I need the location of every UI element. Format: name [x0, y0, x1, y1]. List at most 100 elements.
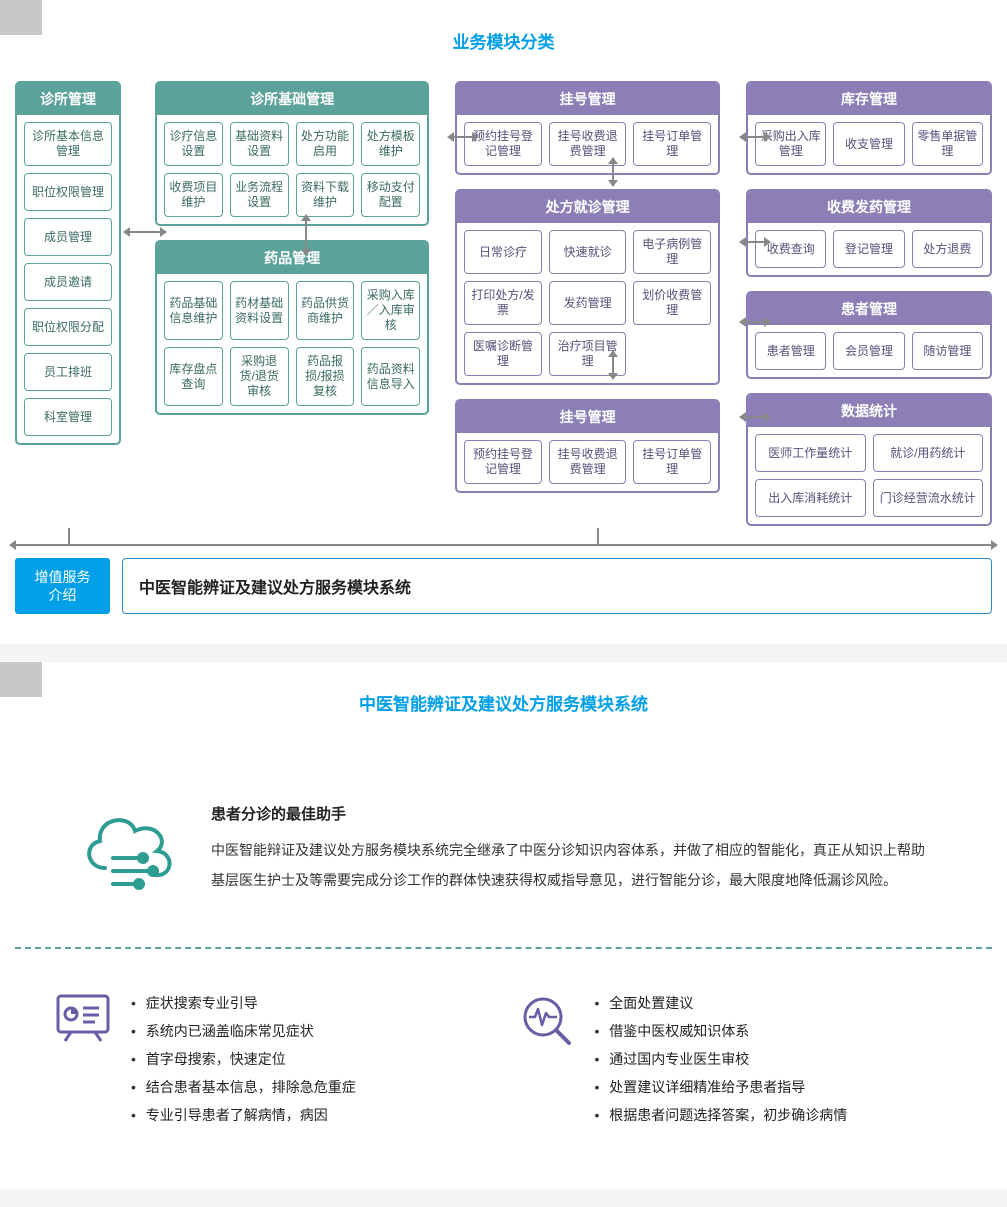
presentation-icon [55, 993, 111, 1043]
cell: 采购出入库管理 [755, 122, 826, 166]
cell: 发药管理 [549, 281, 627, 325]
cell: 库存盘点查询 [164, 347, 223, 406]
panel-reg2: 挂号管理 预约挂号登记管理 挂号收费退费管理 挂号订单管理 [455, 399, 720, 493]
cell: 电子病例管理 [633, 230, 711, 274]
cell: 移动支付配置 [361, 173, 420, 217]
list-item: 处置建议详细精准给予患者指导 [595, 1073, 848, 1101]
cell: 快速就诊 [549, 230, 627, 274]
list-item: 专业引导患者了解病情，病因 [131, 1101, 356, 1129]
list-item: 根据患者问题选择答案，初步确诊病情 [595, 1101, 848, 1129]
dashed-divider [15, 947, 992, 949]
list-item: 通过国内专业医生审校 [595, 1045, 848, 1073]
panel-patient: 患者管理 患者管理 会员管理 随访管理 [746, 291, 992, 379]
vas-tag: 增值服务介绍 [15, 558, 110, 614]
cell: 预约挂号登记管理 [464, 122, 542, 166]
connector-v1 [305, 220, 307, 250]
list-item: 借鉴中医权威知识体系 [595, 1017, 848, 1045]
cell: 患者管理 [755, 332, 826, 370]
vas-row: 增值服务介绍 中医智能辨证及建议处方服务模块系统 [15, 558, 992, 614]
connector-v3 [612, 356, 614, 374]
cell: 药品资料信息导入 [361, 347, 420, 406]
cell: 就诊/用药统计 [873, 434, 983, 472]
cell: 登记管理 [833, 230, 904, 268]
intro-heading: 患者分诊的最佳助手 [211, 803, 932, 824]
intro-block: 患者分诊的最佳助手 中医智能辩证及建议处方服务模块系统完全继承了中医分诊知识内容… [15, 743, 992, 935]
cell: 职位权限管理 [24, 173, 112, 211]
list-item: 症状搜索专业引导 [131, 989, 356, 1017]
panel-reg1: 挂号管理 预约挂号登记管理 挂号收费退费管理 挂号订单管理 [455, 81, 720, 175]
cloud-network-icon [75, 803, 185, 893]
panel-clinic: 诊所管理 诊所基本信息管理 职位权限管理 成员管理 成员邀请 职位权限分配 员工… [15, 81, 121, 445]
cell: 成员管理 [24, 218, 112, 256]
list-item: 全面处置建议 [595, 989, 848, 1017]
cell: 收费项目维护 [164, 173, 223, 217]
cell: 会员管理 [833, 332, 904, 370]
cell: 处方功能启用 [296, 122, 355, 166]
panel-patient-title: 患者管理 [748, 293, 990, 325]
connector-h6 [745, 416, 765, 418]
cell: 收费查询 [755, 230, 826, 268]
connector-v2 [612, 163, 614, 181]
panel-basic: 诊所基础管理 诊疗信息设置 基础资料设置 处方功能启用 处方模板维护 收费项目维… [155, 81, 429, 226]
spur [68, 528, 70, 544]
cell: 采购退货/退货审核 [230, 347, 289, 406]
panel-fee: 收费发药管理 收费查询 登记管理 处方退费 [746, 189, 992, 277]
cell: 医嘱诊断管理 [464, 332, 542, 376]
connector-h5 [745, 321, 765, 323]
section2-title: 中医智能辨证及建议处方服务模块系统 [15, 690, 992, 715]
connector-h2 [453, 136, 473, 138]
cell: 资料下载维护 [296, 173, 355, 217]
intro-text: 患者分诊的最佳助手 中医智能辩证及建议处方服务模块系统完全继承了中医分诊知识内容… [211, 803, 932, 895]
features-row: 症状搜索专业引导 系统内已涵盖临床常见症状 首字母搜索，快速定位 结合患者基本信… [15, 989, 992, 1159]
connector-h1 [129, 231, 161, 233]
cell: 挂号订单管理 [633, 440, 711, 484]
cell: 打印处方/发票 [464, 281, 542, 325]
cell: 职位权限分配 [24, 308, 112, 346]
cell: 挂号订单管理 [633, 122, 711, 166]
intro-body: 中医智能辩证及建议处方服务模块系统完全继承了中医分诊知识内容体系，并做了相应的智… [211, 836, 932, 895]
feature-right: 全面处置建议 借鉴中医权威知识体系 通过国内专业医生审校 处置建议详细精准给予患… [519, 989, 953, 1129]
cell: 药品报损/报损复核 [296, 347, 355, 406]
panel-drug: 药品管理 药品基础信息维护 药材基础资料设置 药品供货商维护 采购入库／入库审核… [155, 240, 429, 415]
connector-h3 [745, 136, 765, 138]
cell: 药品基础信息维护 [164, 281, 223, 340]
panel-rx-title: 处方就诊管理 [457, 191, 718, 223]
cell: 处方模板维护 [361, 122, 420, 166]
panel-reg1-title: 挂号管理 [457, 83, 718, 115]
feature-left-list: 症状搜索专业引导 系统内已涵盖临床常见症状 首字母搜索，快速定位 结合患者基本信… [131, 989, 356, 1129]
cell: 划价收费管理 [633, 281, 711, 325]
panel-clinic-body: 诊所基本信息管理 职位权限管理 成员管理 成员邀请 职位权限分配 员工排班 科室… [17, 115, 119, 443]
list-item: 结合患者基本信息，排除急危重症 [131, 1073, 356, 1101]
cell: 成员邀请 [24, 263, 112, 301]
cell: 基础资料设置 [230, 122, 289, 166]
cell: 收支管理 [833, 122, 904, 166]
panel-basic-title: 诊所基础管理 [157, 83, 427, 115]
section1-title: 业务模块分类 [15, 28, 992, 53]
connector-long [15, 544, 992, 546]
cell: 门诊经营流水统计 [873, 479, 983, 517]
panel-stock: 库存管理 采购出入库管理 收支管理 零售单据管理 [746, 81, 992, 175]
cell: 科室管理 [24, 398, 112, 436]
cell: 员工排班 [24, 353, 112, 391]
cell: 零售单据管理 [912, 122, 983, 166]
cell: 诊所基本信息管理 [24, 122, 112, 166]
cell: 药材基础资料设置 [230, 281, 289, 340]
panel-reg2-title: 挂号管理 [457, 401, 718, 433]
cell: 医师工作量统计 [755, 434, 865, 472]
section-business-modules: 业务模块分类 诊所管理 诊所基本信息管理 职位权限管理 成员管理 成员邀请 职位… [0, 0, 1007, 644]
vas-box: 中医智能辨证及建议处方服务模块系统 [122, 558, 992, 614]
cell: 预约挂号登记管理 [464, 440, 542, 484]
cell: 业务流程设置 [230, 173, 289, 217]
panel-fee-title: 收费发药管理 [748, 191, 990, 223]
list-item: 系统内已涵盖临床常见症状 [131, 1017, 356, 1045]
grey-corner-tab [0, 662, 42, 697]
connector-h4 [745, 241, 765, 243]
panel-clinic-title: 诊所管理 [17, 83, 119, 115]
panel-stock-title: 库存管理 [748, 83, 990, 115]
feature-right-list: 全面处置建议 借鉴中医权威知识体系 通过国内专业医生审校 处置建议详细精准给予患… [595, 989, 848, 1129]
section-tcm-system: 中医智能辨证及建议处方服务模块系统 患者分诊的最佳助手 中医智能辩证及建议处方服… [0, 662, 1007, 1189]
panel-stats: 数据统计 医师工作量统计 就诊/用药统计 出入库消耗统计 门诊经营流水统计 [746, 393, 992, 526]
feature-left: 症状搜索专业引导 系统内已涵盖临床常见症状 首字母搜索，快速定位 结合患者基本信… [55, 989, 489, 1129]
list-item: 首字母搜索，快速定位 [131, 1045, 356, 1073]
cell: 采购入库／入库审核 [361, 281, 420, 340]
